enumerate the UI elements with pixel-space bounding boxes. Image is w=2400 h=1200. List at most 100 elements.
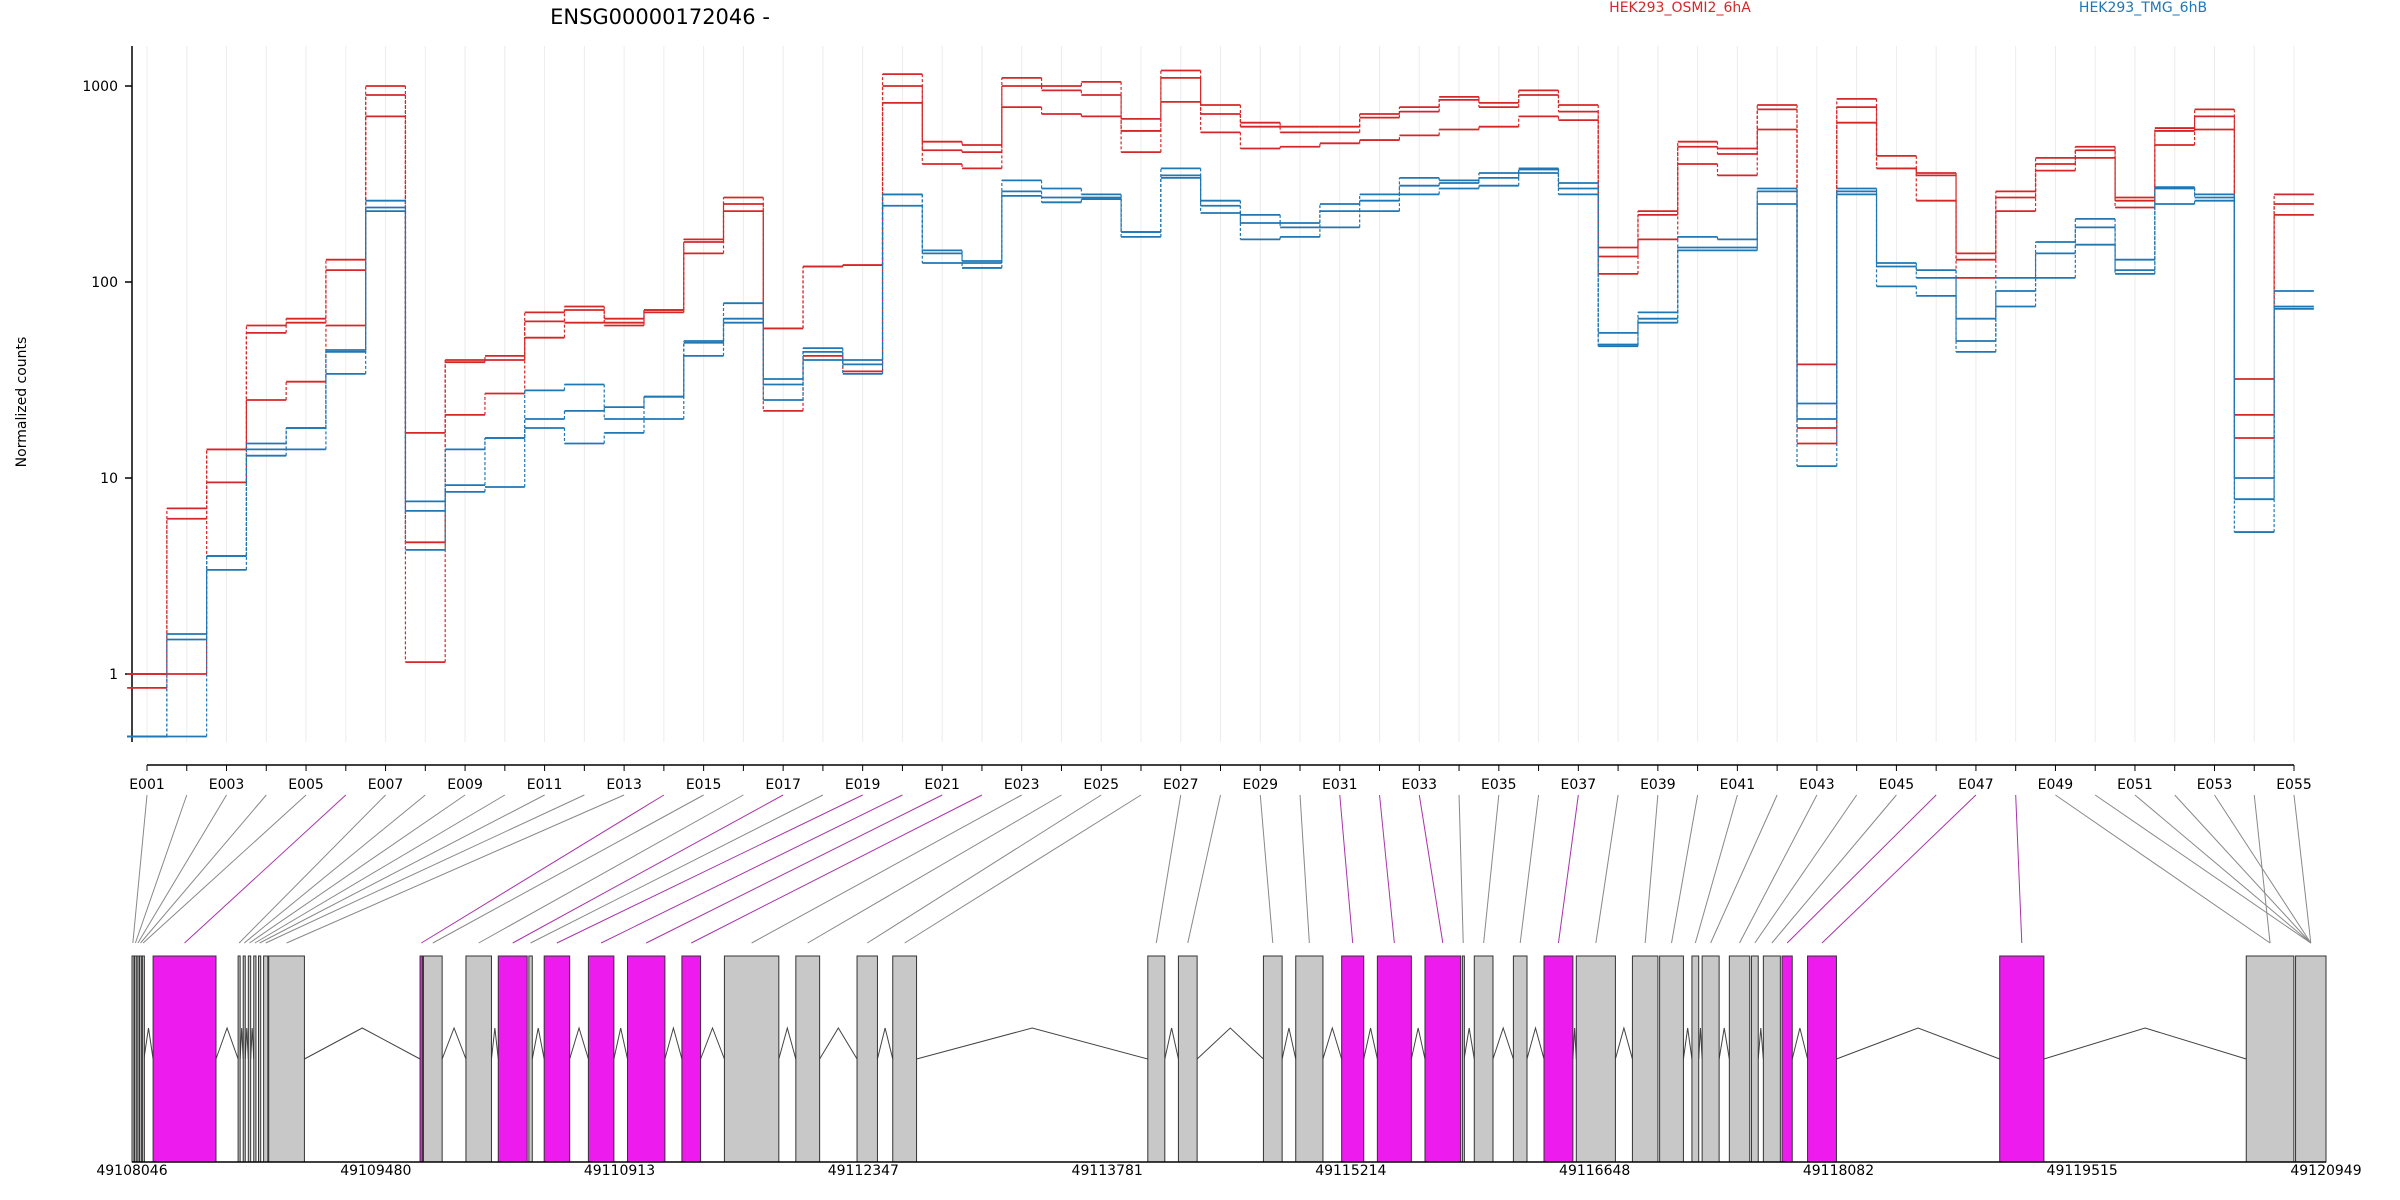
intron-line — [304, 1027, 421, 1060]
connector-line — [1710, 794, 1778, 944]
exon-E025 — [856, 955, 878, 1163]
exon-E027 — [1147, 955, 1166, 1163]
connector-line — [238, 794, 386, 944]
exon-E007 — [237, 955, 241, 1163]
genomic-tick-label: 49110913 — [584, 1163, 655, 1179]
exon-E018 — [528, 955, 533, 1163]
genomic-tick-label: 49115214 — [1315, 1163, 1386, 1179]
exon-E005 — [141, 955, 145, 1163]
connector-line — [1379, 794, 1395, 944]
genomic-tick-label: 49109480 — [340, 1163, 411, 1179]
intron-line — [876, 1027, 894, 1060]
exon-E004 — [139, 955, 143, 1163]
intron-line — [1698, 1027, 1703, 1060]
exon-E011 — [258, 955, 262, 1163]
connector-line — [1418, 794, 1444, 944]
intron-line — [1164, 1027, 1179, 1060]
x-tick-label: E021 — [924, 777, 960, 793]
connector-line — [866, 794, 1102, 944]
intron-line — [1836, 1027, 2000, 1060]
x-tick-label: E045 — [1879, 777, 1915, 793]
connector-line — [1821, 794, 1977, 944]
exon-E001 — [131, 955, 135, 1163]
exon-E029 — [1262, 955, 1283, 1163]
exon-E009 — [247, 955, 252, 1163]
exon-connectors — [132, 794, 2312, 944]
genomic-tick-label: 49113781 — [1072, 1163, 1143, 1179]
exon-E039 — [1631, 955, 1659, 1163]
exon-E002 — [134, 955, 138, 1163]
exon-E047 — [1807, 955, 1837, 1163]
connector-line — [904, 794, 1142, 944]
connector-line — [2015, 794, 2023, 944]
exon-E012 — [263, 955, 269, 1163]
x-tick-label: E053 — [2197, 777, 2233, 793]
intron-line — [490, 1027, 499, 1060]
connector-line — [1339, 794, 1354, 944]
intron-line — [1322, 1026, 1343, 1060]
y-axis: 1 10 100 1000 — [82, 46, 133, 742]
connector-line — [134, 794, 188, 944]
exon-E003 — [136, 955, 140, 1163]
intron-line — [613, 1027, 628, 1060]
connector-line — [184, 794, 347, 944]
exon-E034 — [1461, 955, 1465, 1163]
exon-E013 — [268, 955, 305, 1163]
x-tick-label: E001 — [129, 777, 165, 793]
intron-line — [215, 1026, 239, 1060]
x-tick-label: E041 — [1720, 777, 1756, 793]
connector-line — [142, 794, 307, 944]
x-tick-label: E047 — [1958, 777, 1994, 793]
intron-line — [1614, 1026, 1633, 1060]
connector-line — [478, 794, 744, 944]
connector-line — [1595, 794, 1619, 944]
connector-line — [286, 794, 625, 944]
x-tick-label: E011 — [527, 777, 563, 793]
connector-line — [530, 794, 824, 944]
intron-line — [1196, 1027, 1264, 1060]
exon-E028 — [1177, 955, 1198, 1163]
x-tick-label: E017 — [765, 777, 801, 793]
connector-line — [140, 794, 267, 944]
intron-line — [1791, 1027, 1809, 1060]
legend-item-condition-b: HEK293_TMG_6hB — [2079, 0, 2207, 16]
connector-line — [132, 794, 148, 944]
connector-line — [421, 794, 665, 944]
x-tick-label: E055 — [2276, 777, 2312, 793]
y-tick-label: 1000 — [82, 79, 118, 95]
genomic-axis: 49108046 49109480 49110913 49112347 49113781… — [96, 1161, 2362, 1179]
intron-line — [1682, 1027, 1693, 1060]
connector-line — [751, 794, 1022, 944]
legend-item-condition-a: HEK293_OSMI2_6hA — [1609, 0, 1751, 16]
x-tick-label: E013 — [606, 777, 642, 793]
exon-E026 — [892, 955, 918, 1163]
exon-E036 — [1512, 955, 1528, 1163]
genomic-tick-label: 49119515 — [2047, 1163, 2118, 1179]
exon-E017 — [497, 955, 528, 1163]
connector-line — [1739, 794, 1818, 944]
x-tick-label: E037 — [1561, 777, 1597, 793]
connector-line — [512, 794, 784, 944]
connector-line — [1786, 794, 1937, 944]
connector-line — [2094, 794, 2312, 944]
exon-E016 — [465, 955, 492, 1163]
series-line-6 — [127, 172, 2314, 738]
exon-E048 — [1999, 955, 2045, 1163]
genomic-tick-label: 49120949 — [2290, 1163, 2361, 1179]
exon-E040 — [1659, 955, 1684, 1163]
genomic-tick-label: 49116648 — [1559, 1163, 1630, 1179]
connector-line — [600, 794, 903, 944]
connector-line — [2174, 794, 2312, 944]
genomic-tick-label: 49112347 — [828, 1163, 899, 1179]
intron-line — [1572, 1027, 1577, 1060]
connector-line — [2134, 794, 2312, 944]
connector-line — [1259, 794, 1274, 944]
exon-E014 — [419, 955, 424, 1163]
exon-E049 — [2245, 955, 2295, 1163]
intron-line — [1757, 1027, 1764, 1060]
connector-line — [1671, 794, 1699, 944]
intron-line — [441, 1026, 467, 1060]
x-tick-label: E029 — [1242, 777, 1278, 793]
connector-line — [1644, 794, 1659, 944]
x-tick-label: E035 — [1481, 777, 1517, 793]
